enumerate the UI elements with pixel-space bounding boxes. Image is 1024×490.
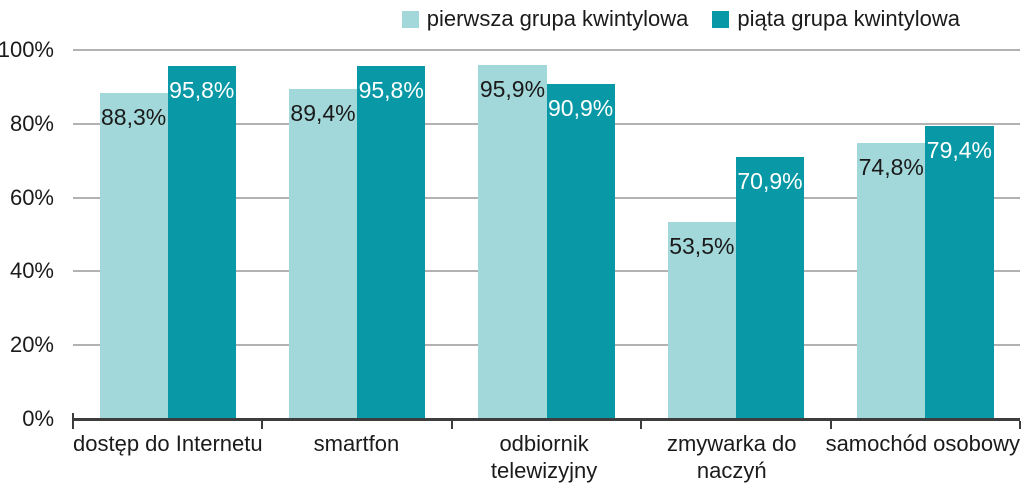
category-label-line: samochód osobowy — [825, 431, 1021, 456]
bar-groups: 88,3% 95,8% 89,4% 95,8% 95,9% 90,9% 53,5% 70,9%… — [73, 50, 1020, 419]
bar-group: 88,3% 95,8% — [73, 50, 262, 419]
category-label: odbiornik telewizyjny — [450, 431, 638, 485]
bar: 95,8% — [357, 65, 426, 419]
y-tick-label: 20% — [9, 332, 54, 358]
x-axis-labels: dostęp do Internetu smartfon odbiornik tele… — [73, 431, 1020, 485]
x-axis-tick — [1019, 421, 1021, 429]
legend-label: piąta grupa kwintylowa — [737, 6, 960, 31]
bar: 90,9% — [546, 83, 615, 419]
legend-swatch-icon — [712, 10, 730, 28]
legend: pierwsza grupa kwintylowa piąta grupa kwi… — [0, 8, 960, 30]
bar: 89,4% — [288, 89, 358, 419]
category-label-line: smartfon — [313, 431, 400, 456]
category-label: zmywarka do naczyń — [638, 431, 826, 485]
bar-value-label: 95,9% — [479, 76, 546, 103]
x-axis-tick — [450, 421, 453, 429]
legend-item: piąta grupa kwintylowa — [712, 8, 960, 30]
x-axis-tick — [829, 421, 832, 429]
x-axis-tick — [261, 421, 264, 429]
bar: 88,3% — [99, 93, 168, 419]
bar-value-label: 53,5% — [669, 232, 735, 259]
x-axis-line — [72, 418, 1020, 421]
category-label-line: odbiornik — [499, 431, 589, 456]
category-label: samochód osobowy — [826, 431, 1020, 485]
category-label-line: telewizyjny — [490, 457, 598, 483]
bar: 79,4% — [925, 126, 994, 419]
y-tick-label: 60% — [9, 184, 54, 210]
bar-group: 53,5% 70,9% — [641, 50, 830, 419]
bar-group: 95,9% 90,9% — [452, 50, 641, 419]
y-tick-label: 80% — [9, 110, 54, 136]
category-label: dostęp do Internetu — [73, 431, 263, 485]
category-label-line: dostęp do Internetu — [73, 431, 263, 456]
y-axis: 100% 80% 60% 40% 20% 0% — [0, 37, 54, 431]
bar-value-label: 90,9% — [547, 94, 614, 121]
legend-item: pierwsza grupa kwintylowa — [401, 6, 689, 31]
bar-group: 89,4% 95,8% — [262, 50, 451, 419]
y-tick-label: 0% — [22, 406, 54, 431]
bar: 70,9% — [735, 157, 805, 419]
bar-value-label: 88,3% — [101, 104, 167, 131]
bar: 53,5% — [667, 221, 736, 419]
bar-value-label: 89,4% — [290, 100, 356, 127]
x-axis-tick — [640, 421, 643, 429]
category-label-line: zmywarka do — [666, 431, 797, 456]
bar-group: 74,8% 79,4% — [831, 50, 1020, 419]
bar: 74,8% — [857, 143, 926, 419]
bar-value-label: 74,8% — [858, 154, 924, 180]
plot-area: 88,3% 95,8% 89,4% 95,8% 95,9% 90,9% 53,5% 70,9%… — [72, 49, 1021, 429]
x-axis-tick — [72, 413, 74, 429]
bar: 95,8% — [167, 65, 236, 419]
legend-label: pierwsza grupa kwintylowa — [426, 6, 689, 31]
bar-value-label: 79,4% — [926, 137, 993, 164]
y-tick-label: 40% — [9, 258, 54, 284]
bar-value-label: 70,9% — [737, 168, 803, 195]
bar-value-label: 95,8% — [169, 76, 235, 103]
bar-value-label: 95,8% — [358, 76, 424, 103]
y-tick-label: 100% — [0, 37, 54, 62]
category-label: smartfon — [263, 431, 451, 485]
category-label-line: naczyń — [696, 457, 767, 483]
bar: 95,9% — [478, 65, 547, 419]
gridline — [73, 49, 1020, 51]
legend-swatch-icon — [401, 10, 419, 28]
